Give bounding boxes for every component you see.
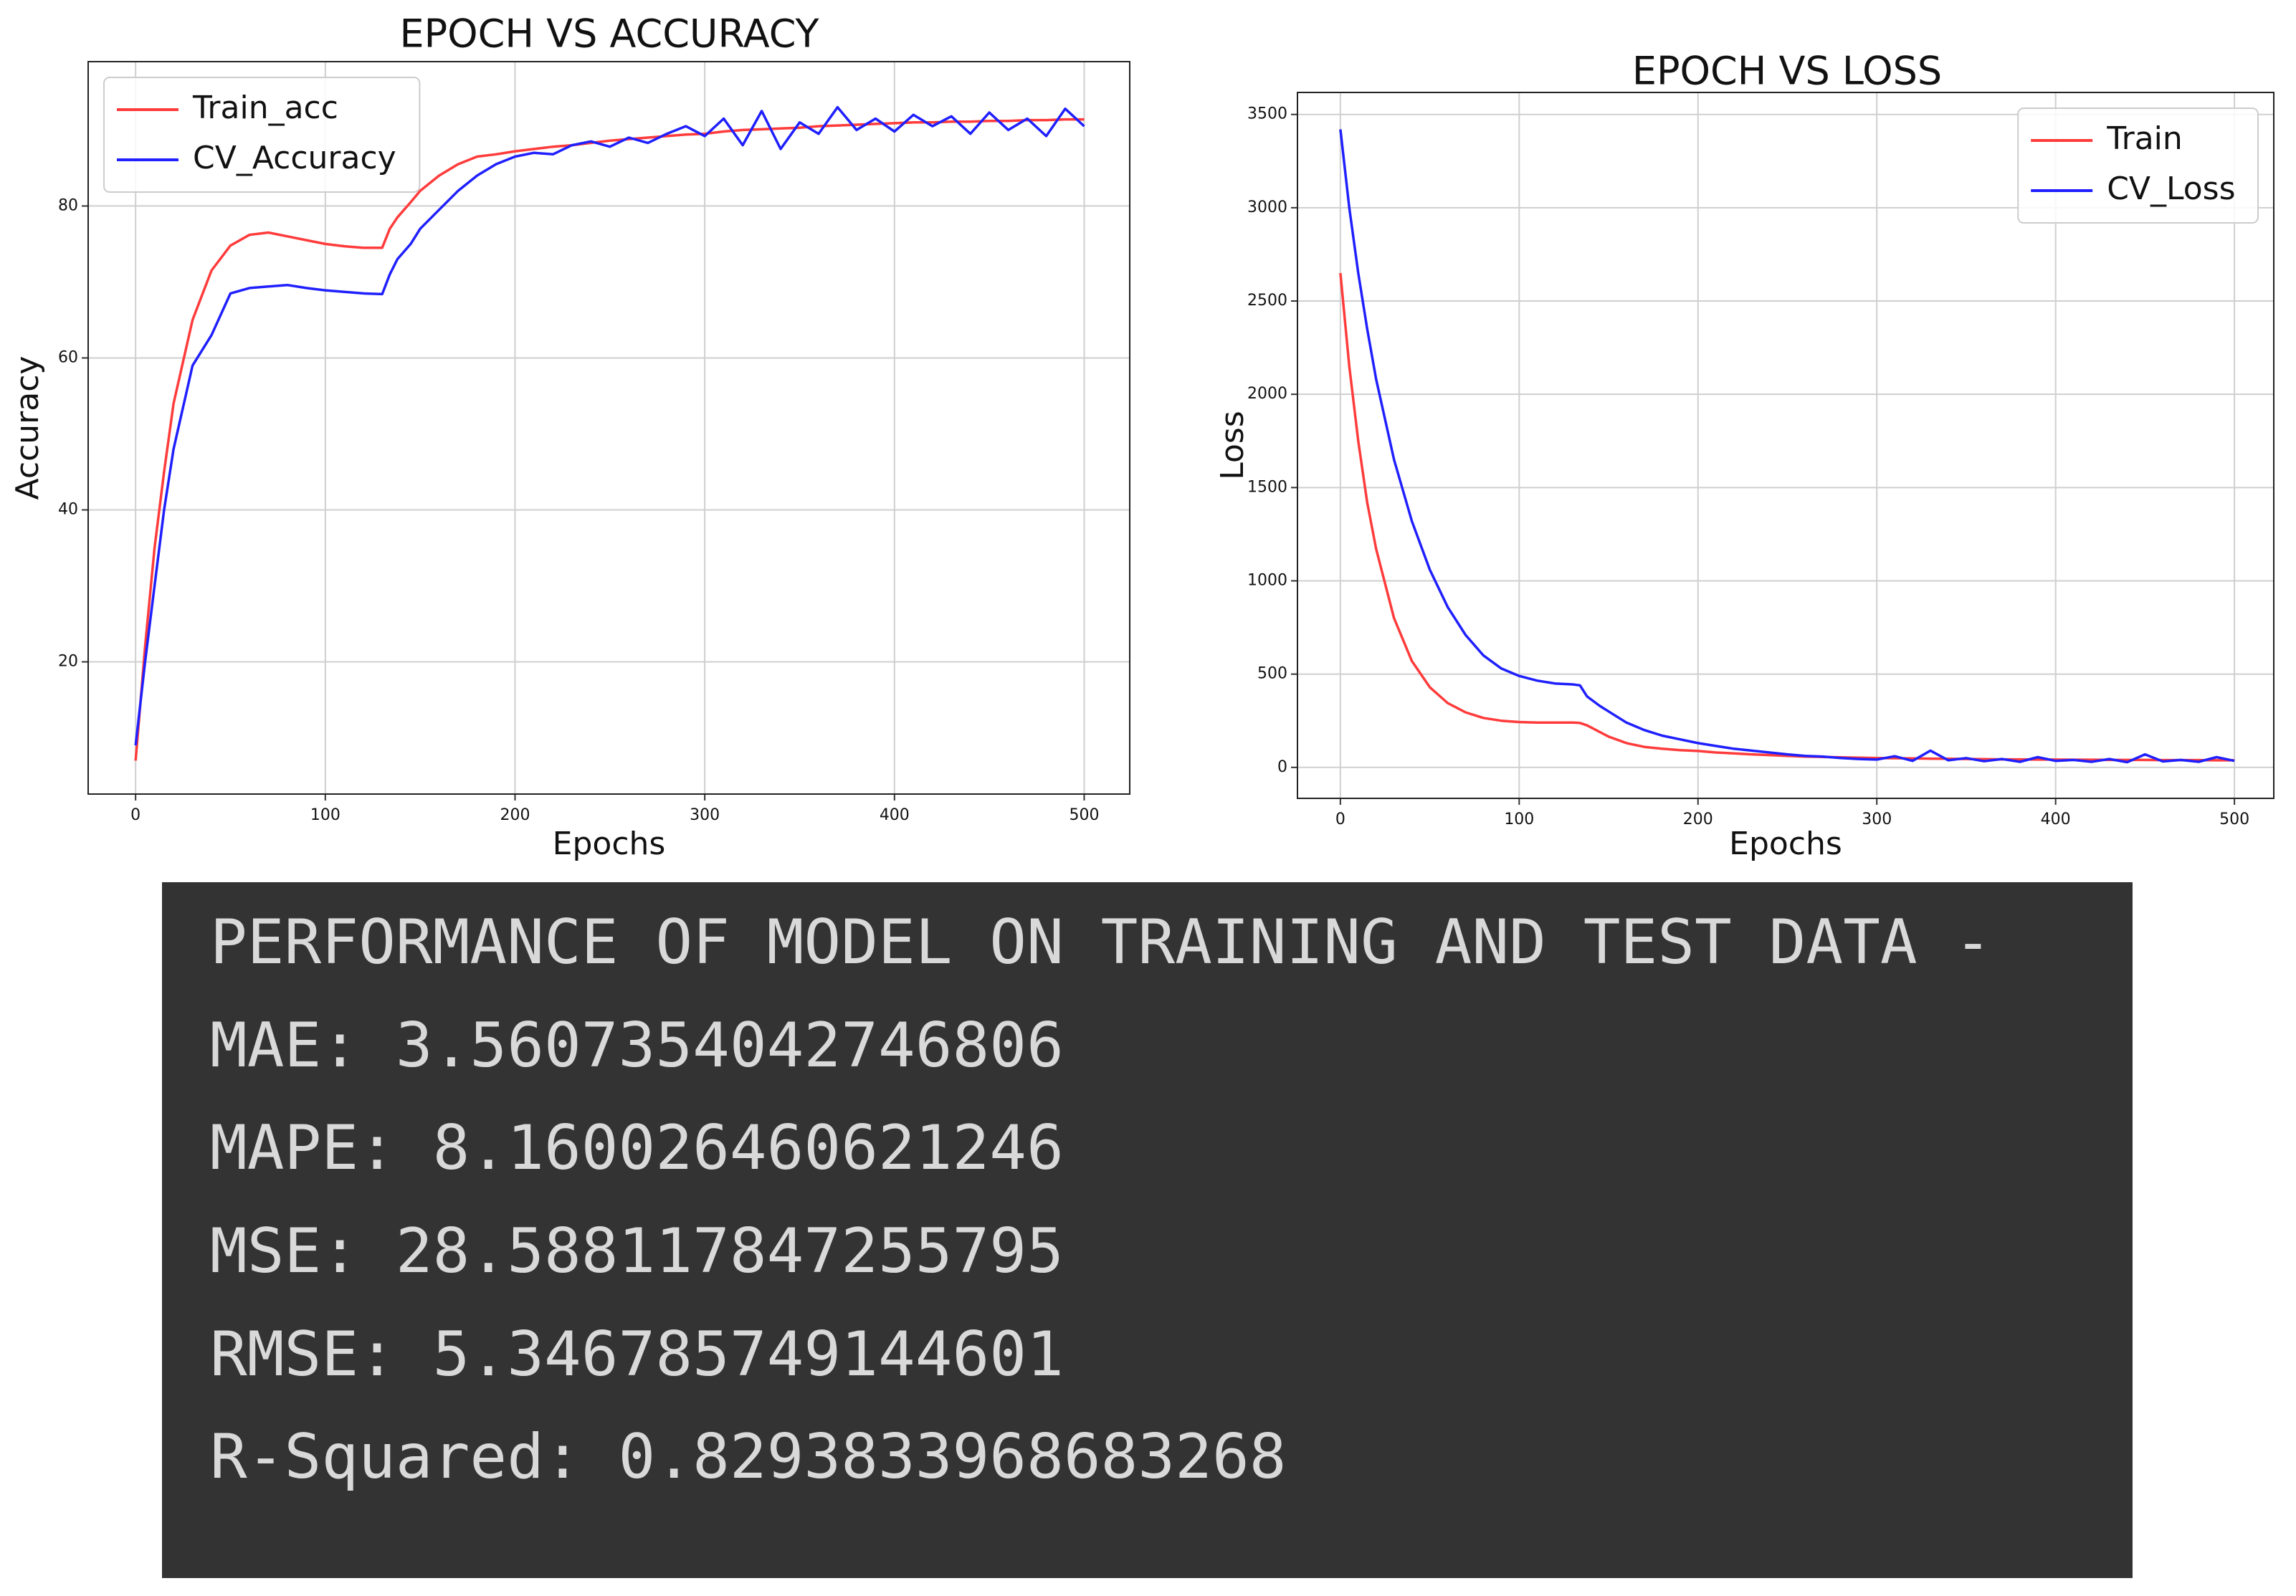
terminal-line: MAE: 3.5607354042746806	[210, 1010, 1064, 1081]
x-tick-label: 200	[1683, 811, 1713, 828]
terminal-line: RMSE: 5.346785749144601	[210, 1319, 1064, 1390]
legend-label: Train_acc	[192, 90, 338, 126]
legend-box	[2017, 107, 2259, 224]
x-tick-label: 200	[500, 806, 530, 824]
x-tick-label: 500	[2219, 811, 2249, 828]
x-axis-label: Epochs	[1729, 826, 1842, 862]
series-line	[134, 105, 1085, 746]
terminal-line: R-Squared: 0.8293833968683268	[210, 1421, 1287, 1493]
x-tick-label: 400	[880, 806, 910, 824]
terminal-heading: PERFORMANCE OF MODEL ON TRAINING AND TES…	[210, 907, 1991, 978]
y-tick-label: 3500	[1247, 105, 1287, 123]
terminal-line: MAPE: 8.160026460621246	[210, 1112, 1064, 1184]
terminal-panel	[162, 882, 2133, 1578]
x-tick-label: 300	[1862, 811, 1892, 828]
y-tick-label: 500	[1257, 665, 1287, 683]
y-tick-label: 40	[58, 500, 78, 518]
y-tick-label: 2000	[1247, 385, 1287, 403]
y-axis-label: Loss	[1214, 411, 1251, 480]
x-tick-label: 400	[2041, 811, 2071, 828]
legend-label: CV_Loss	[2107, 171, 2235, 207]
x-tick-label: 300	[690, 806, 720, 824]
legend-label: CV_Accuracy	[193, 140, 396, 176]
chart-title: EPOCH VS LOSS	[1632, 49, 1942, 94]
x-tick-label: 100	[310, 806, 340, 824]
x-tick-label: 100	[1504, 811, 1534, 828]
legend-label: Train	[2106, 120, 2183, 157]
terminal-line: MSE: 28.588117847255795	[210, 1215, 1064, 1287]
chart-title: EPOCH VS ACCURACY	[399, 11, 819, 57]
y-tick-label: 2500	[1247, 292, 1287, 310]
y-tick-label: 20	[58, 653, 78, 671]
legend-box	[103, 77, 421, 193]
x-tick-label: 0	[1335, 811, 1345, 828]
y-tick-label: 0	[1277, 758, 1287, 776]
series-line	[1339, 129, 2235, 764]
y-tick-label: 1000	[1247, 571, 1287, 589]
y-axis-label: Accuracy	[9, 356, 46, 500]
plot-frame	[1297, 92, 2274, 799]
x-axis-label: Epochs	[553, 826, 666, 862]
x-tick-label: 0	[130, 806, 140, 824]
y-tick-label: 60	[58, 348, 78, 366]
y-tick-label: 1500	[1247, 478, 1287, 496]
y-tick-label: 3000	[1247, 199, 1287, 216]
x-tick-label: 500	[1069, 806, 1099, 824]
plot-frame	[87, 61, 1130, 795]
y-tick-label: 80	[58, 196, 78, 214]
